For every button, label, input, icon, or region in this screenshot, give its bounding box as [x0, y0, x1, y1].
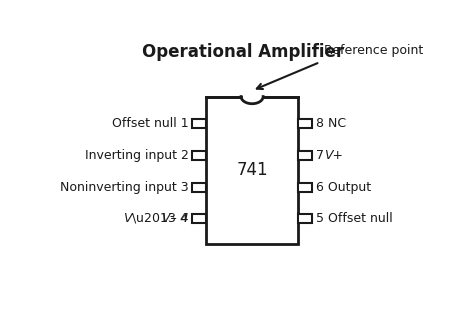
Bar [192, 119, 206, 128]
Bar [192, 214, 206, 223]
Text: 5 Offset null: 5 Offset null [317, 212, 393, 225]
Bar [298, 214, 312, 223]
Text: Reference point: Reference point [324, 44, 423, 57]
Bar [298, 119, 312, 128]
Text: 8 NC: 8 NC [317, 117, 346, 130]
Text: $\it{V}$\u2013 4: $\it{V}$\u2013 4 [123, 211, 189, 225]
Text: V– 4: V– 4 [162, 212, 189, 225]
Bar [206, 96, 298, 244]
Text: Noninverting input 3: Noninverting input 3 [60, 181, 189, 194]
Bar [192, 183, 206, 192]
Bar [192, 151, 206, 160]
Bar [298, 151, 312, 160]
Text: 7: 7 [317, 149, 328, 162]
Bar [298, 183, 312, 192]
Polygon shape [241, 96, 263, 104]
Text: 741: 741 [237, 161, 268, 179]
Text: Operational Amplifier: Operational Amplifier [142, 43, 344, 61]
Text: 6 Output: 6 Output [317, 181, 372, 194]
Text: Inverting input 2: Inverting input 2 [85, 149, 189, 162]
Text: V+: V+ [325, 149, 344, 162]
Text: Offset null 1: Offset null 1 [112, 117, 189, 130]
